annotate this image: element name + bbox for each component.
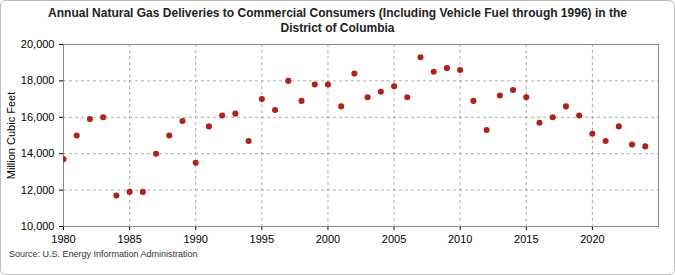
svg-text:2015: 2015 <box>514 233 538 245</box>
svg-text:1985: 1985 <box>117 233 141 245</box>
svg-text:1980: 1980 <box>51 233 75 245</box>
svg-text:16,000: 16,000 <box>21 111 55 123</box>
html-text:Annual Natural Gas Deliveries: Annual Natural Gas Deliveries to Commerc… <box>48 6 627 35</box>
svg-text:2010: 2010 <box>448 233 472 245</box>
svg-text:12,000: 12,000 <box>21 184 55 196</box>
svg-text:20,000: 20,000 <box>21 38 55 50</box>
svg-text:1995: 1995 <box>250 233 274 245</box>
svg-text:14,000: 14,000 <box>21 147 55 159</box>
svg-text:1990: 1990 <box>183 233 207 245</box>
html-text:Source: U.S. Energy Informatio: Source: U.S. Energy Information Administ… <box>9 249 198 259</box>
svg-text:2020: 2020 <box>580 233 604 245</box>
svg-text:10,000: 10,000 <box>21 220 55 232</box>
svg-text:Million Cubic Feet: Million Cubic Feet <box>5 92 17 179</box>
svg-text:2000: 2000 <box>316 233 340 245</box>
svg-text:2005: 2005 <box>382 233 406 245</box>
svg-text:18,000: 18,000 <box>21 74 55 86</box>
